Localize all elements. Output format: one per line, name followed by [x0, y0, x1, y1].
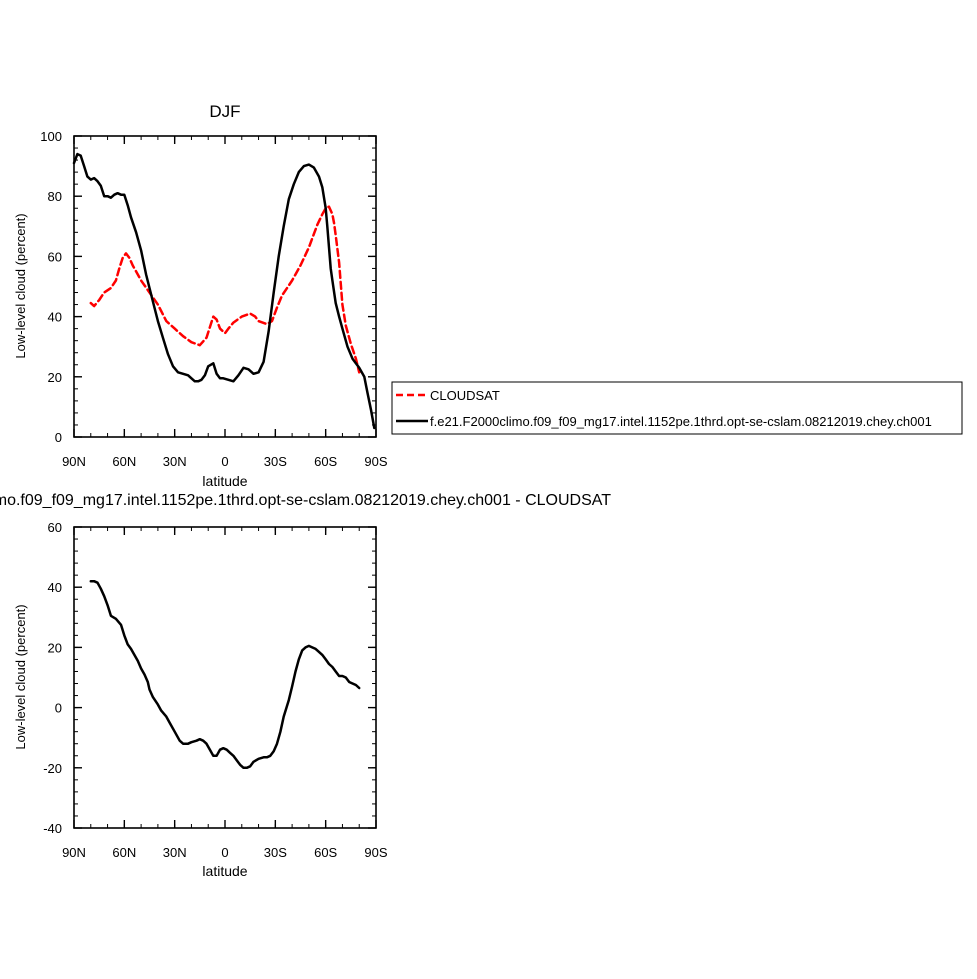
y-tick-label: 60	[48, 249, 62, 264]
x-tick-label: 30N	[163, 454, 187, 469]
x-tick-label: 0	[221, 845, 228, 860]
chart-title: f.e21.F2000climo.f09_f09_mg17.intel.1152…	[0, 492, 611, 509]
x-tick-label: 30S	[264, 454, 287, 469]
x-tick-label: 30S	[264, 845, 287, 860]
y-tick-label: 20	[48, 370, 62, 385]
x-tick-label: 60S	[314, 454, 337, 469]
y-tick-label: 40	[48, 580, 62, 595]
legend-label-model: f.e21.F2000climo.f09_f09_mg17.intel.1152…	[430, 414, 932, 429]
y-tick-label: 0	[55, 701, 62, 716]
x-tick-label: 30N	[163, 845, 187, 860]
x-axis-label: latitude	[202, 863, 247, 879]
y-tick-label: 60	[48, 520, 62, 535]
y-tick-label: -20	[43, 761, 62, 776]
x-tick-label: 0	[221, 454, 228, 469]
chart-panel-bottom: f.e21.F2000climo.f09_f09_mg17.intel.1152…	[0, 492, 611, 879]
chart-title: DJF	[209, 102, 240, 121]
y-axis-label: Low-level cloud (percent)	[13, 213, 28, 358]
x-tick-label: 90N	[62, 845, 86, 860]
plot-area: 90N 60N 30N 0 30S 60S 90S -40 -20 0 20 40 60	[43, 520, 388, 860]
legend-label-cloudsat: CLOUDSAT	[430, 388, 500, 403]
y-tick-label: 100	[40, 129, 62, 144]
legend: CLOUDSAT f.e21.F2000climo.f09_f09_mg17.i…	[391, 381, 963, 435]
chart-panel-top: DJF 90N 60N 30N 0 30S 60S 90S 0 20 40 60 80 100 lati…	[13, 102, 388, 489]
series-line-0	[89, 579, 361, 770]
y-tick-label: 40	[48, 310, 62, 325]
y-tick-label: 20	[48, 640, 62, 655]
series-line-1	[72, 152, 376, 430]
plot-area: 90N 60N 30N 0 30S 60S 90S 0 20 40 60 80 100	[40, 129, 388, 469]
x-tick-label: 90N	[62, 454, 86, 469]
x-tick-label: 90S	[364, 454, 387, 469]
x-tick-label: 60N	[112, 845, 136, 860]
x-tick-label: 60N	[112, 454, 136, 469]
x-tick-label: 90S	[364, 845, 387, 860]
y-tick-label: 0	[55, 430, 62, 445]
y-axis-label: Low-level cloud (percent)	[13, 604, 28, 749]
series-line-0	[89, 205, 361, 374]
y-tick-label: 80	[48, 189, 62, 204]
plot-frame	[73, 135, 377, 438]
plot-frame	[73, 526, 377, 829]
legend-box	[391, 381, 963, 435]
y-tick-label: -40	[43, 821, 62, 836]
x-axis-label: latitude	[202, 473, 247, 489]
x-tick-label: 60S	[314, 845, 337, 860]
